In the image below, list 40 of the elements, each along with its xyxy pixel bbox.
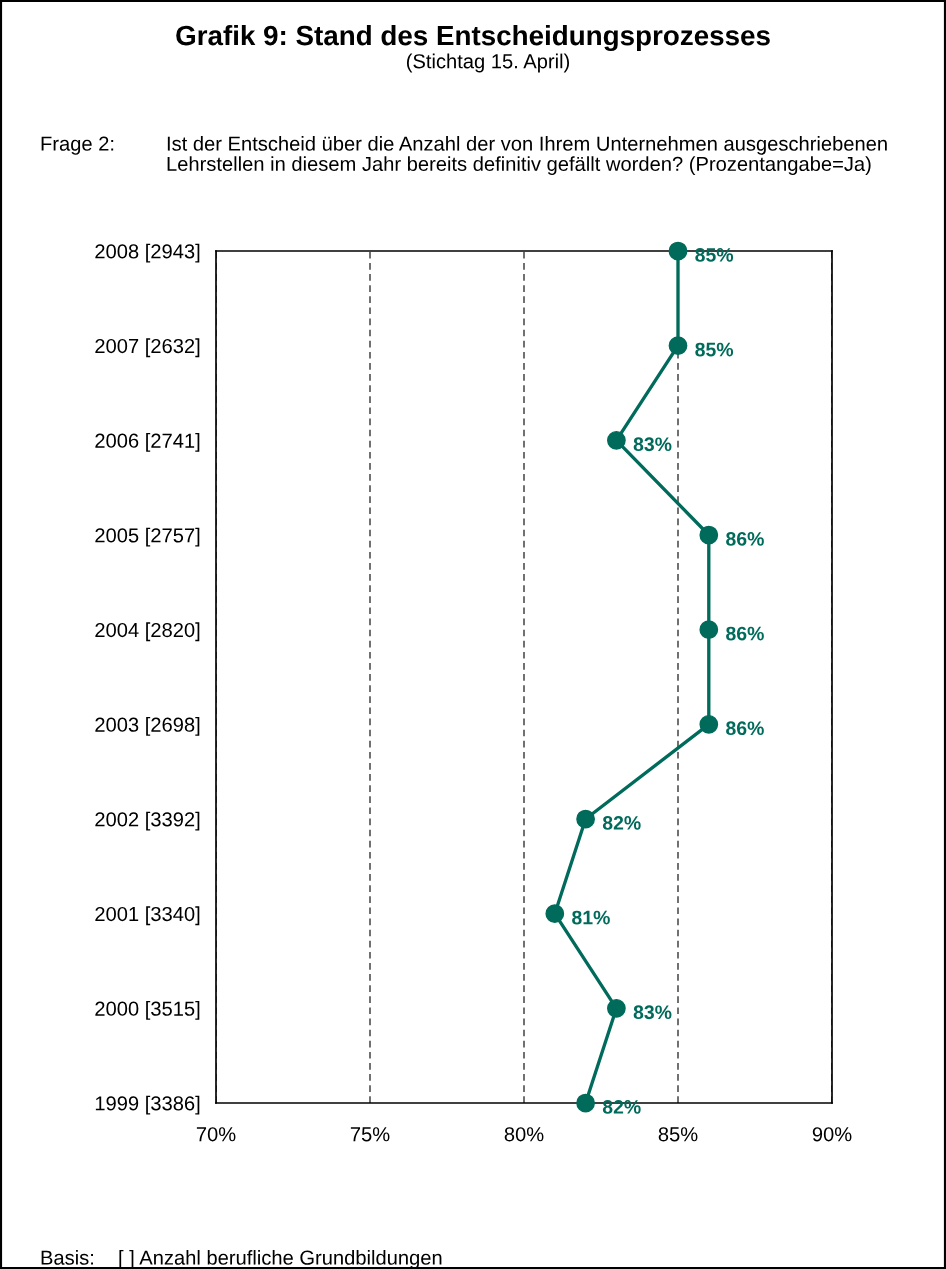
y-tick-label: 2007 [2632] [95,338,200,358]
data-label: 86% [726,532,764,546]
x-tick-label: 90% [812,1127,852,1142]
x-tick-label: 75% [350,1127,390,1142]
data-label: 83% [633,437,672,452]
point [668,241,688,261]
text: Frage 2: [41,136,114,155]
point [699,525,719,545]
point [607,998,626,1018]
point [545,904,565,924]
y-tick-label: 2001 [3340] [95,906,200,926]
point [668,336,688,356]
chart-subtitle: (Stichtag 15. April) [406,53,570,73]
y-tick-label: 2005 [2757] [95,527,200,547]
y-tick-label: 2006 [2741] [95,433,200,452]
y-tick-label: 2008 [2943] [95,243,200,263]
x-tick-label: 70% [196,1127,236,1142]
chart-title: Grafik 9: Stand des Entscheidungsprozesses [176,24,770,52]
data-label: 81% [572,910,610,925]
text: Basis: [41,1250,93,1265]
y-tick-label: 1999 [3386] [95,1095,200,1115]
data-label: 86% [726,626,764,641]
y-tick-label: 2002 [3392] [95,811,200,831]
data-label: 83% [633,1005,672,1020]
y-tick-label: 2000 [3515] [95,1001,200,1020]
x-tick-label: 80% [504,1127,544,1142]
point [699,620,719,640]
point [576,809,595,829]
data-label: 82% [602,816,641,830]
point [607,430,626,450]
point [699,714,719,734]
point [576,1093,595,1113]
data-label: 86% [726,721,764,736]
data-label: 85% [695,342,734,357]
x-tick-label: 85% [658,1127,698,1142]
data-label: 85% [695,248,734,262]
y-tick-label: 2004 [2820] [95,622,200,642]
data-label: 82% [602,1100,641,1114]
y-tick-label: 2003 [2698] [95,717,200,736]
text: Ist der Entscheid über die Anzahl der von Ihrem Unternehmen ausgeschriebenen Lehrstellen in diesem Jahr bereits definitiv gefällt worden? (Prozentangabe=Ja) [167,136,887,176]
